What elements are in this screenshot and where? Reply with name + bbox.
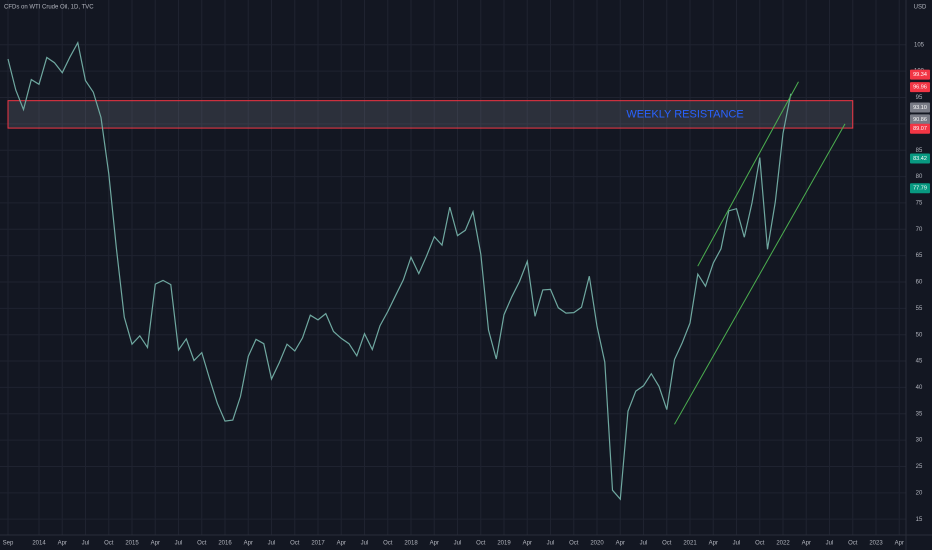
zone-label: WEEKLY RESISTANCE	[626, 108, 743, 120]
x-tick-label: Jul	[361, 541, 369, 547]
x-tick-label: Apr	[895, 541, 904, 547]
y-tick-label: 20	[916, 490, 923, 496]
x-tick-label: Apr	[151, 541, 160, 547]
y-tick-label: 60	[916, 280, 923, 286]
price-badge	[910, 153, 930, 164]
price-badge-label: 96.96	[913, 85, 927, 91]
trendline	[697, 81, 799, 267]
x-tick-label: Apr	[430, 541, 439, 547]
price-badge-label: 93.10	[913, 105, 927, 111]
y-tick-label: 85	[916, 148, 923, 154]
price-badge	[910, 82, 930, 93]
x-tick-label: Apr	[523, 541, 532, 547]
y-tick-label: 30	[916, 438, 923, 444]
x-tick-label: Apr	[709, 541, 718, 547]
x-tick-label: 2019	[497, 541, 511, 547]
x-tick-label: Sep	[3, 541, 14, 547]
price-badge-label: 77.79	[913, 186, 927, 192]
price-badge	[910, 183, 930, 194]
price-badge	[910, 114, 930, 125]
x-tick-label: Apr	[337, 541, 346, 547]
chart-title: CFDs on WTI Crude Oil, 1D, TVC	[4, 5, 94, 11]
x-tick-label: Jul	[175, 541, 183, 547]
x-tick-label: Jul	[733, 541, 741, 547]
x-tick-label: Apr	[58, 541, 67, 547]
x-tick-label: Oct	[383, 541, 393, 547]
x-tick-label: Oct	[848, 541, 858, 547]
x-tick-label: Oct	[662, 541, 672, 547]
trendline	[674, 123, 846, 425]
x-tick-label: Oct	[290, 541, 300, 547]
y-tick-label: 95	[916, 95, 923, 101]
x-tick-label: Jul	[82, 541, 90, 547]
x-tick-label: Apr	[616, 541, 625, 547]
y-tick-label: 65	[916, 253, 923, 259]
x-tick-label: Jul	[547, 541, 555, 547]
x-tick-label: 2020	[590, 541, 604, 547]
price-line	[7, 40, 792, 501]
x-tick-label: 2017	[311, 541, 325, 547]
x-tick-label: Jul	[454, 541, 462, 547]
y-tick-label: 50	[916, 332, 923, 338]
y-tick-label: 15	[916, 517, 923, 523]
x-tick-label: Oct	[104, 541, 114, 547]
y-tick-label: 35	[916, 411, 923, 417]
x-tick-label: 2023	[869, 541, 883, 547]
grid	[0, 0, 906, 535]
x-tick-label: Jul	[268, 541, 276, 547]
y-tick-label: 105	[914, 42, 925, 48]
resistance-zone	[7, 100, 854, 129]
x-tick-label: Jul	[640, 541, 648, 547]
y-tick-label: 40	[916, 385, 923, 391]
price-badge	[910, 69, 930, 80]
y-tick-label: 80	[916, 174, 923, 180]
x-tick-label: Apr	[244, 541, 253, 547]
y-tick-label: 70	[916, 227, 923, 233]
x-tick-label: 2018	[404, 541, 418, 547]
x-tick-label: 2014	[32, 541, 46, 547]
x-tick-label: 2021	[683, 541, 697, 547]
x-tick-label: Jul	[826, 541, 834, 547]
y-tick-label: 45	[916, 359, 923, 365]
x-tick-label: 2022	[776, 541, 790, 547]
y-tick-label: 55	[916, 306, 923, 312]
y-tick-label: 75	[916, 201, 923, 207]
x-tick-label: Oct	[197, 541, 207, 547]
x-tick-label: Oct	[476, 541, 486, 547]
price-badge-label: 99.34	[913, 72, 927, 78]
x-tick-label: 2016	[218, 541, 232, 547]
x-tick-label: Apr	[802, 541, 811, 547]
price-badge	[910, 123, 930, 134]
price-badge-label: 83.42	[913, 156, 927, 162]
price-badge-label: 90.86	[913, 117, 927, 123]
price-badge	[910, 102, 930, 113]
x-tick-label: 2015	[125, 541, 139, 547]
x-tick-label: Oct	[755, 541, 765, 547]
price-badge-label: 89.07	[913, 126, 927, 132]
x-tick-label: Oct	[569, 541, 579, 547]
currency: USD	[914, 5, 927, 11]
y-tick-label: 25	[916, 464, 923, 470]
